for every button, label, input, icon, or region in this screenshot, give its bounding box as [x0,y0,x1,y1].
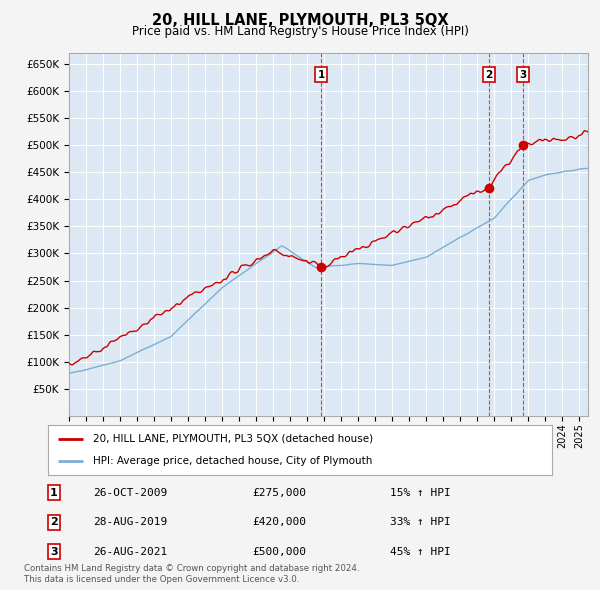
Text: 26-OCT-2009: 26-OCT-2009 [93,488,167,497]
Text: Price paid vs. HM Land Registry's House Price Index (HPI): Price paid vs. HM Land Registry's House … [131,25,469,38]
Text: 2: 2 [50,517,58,527]
Text: 45% ↑ HPI: 45% ↑ HPI [390,547,451,556]
Text: HPI: Average price, detached house, City of Plymouth: HPI: Average price, detached house, City… [94,456,373,466]
Text: 1: 1 [50,488,58,497]
Text: £420,000: £420,000 [252,517,306,527]
Text: 3: 3 [50,547,58,556]
Text: 3: 3 [519,70,526,80]
Text: 28-AUG-2019: 28-AUG-2019 [93,517,167,527]
Text: This data is licensed under the Open Government Licence v3.0.: This data is licensed under the Open Gov… [24,575,299,584]
Text: 20, HILL LANE, PLYMOUTH, PL3 5QX (detached house): 20, HILL LANE, PLYMOUTH, PL3 5QX (detach… [94,434,373,444]
Text: 15% ↑ HPI: 15% ↑ HPI [390,488,451,497]
Text: 26-AUG-2021: 26-AUG-2021 [93,547,167,556]
Text: £500,000: £500,000 [252,547,306,556]
Text: Contains HM Land Registry data © Crown copyright and database right 2024.: Contains HM Land Registry data © Crown c… [24,565,359,573]
Text: 1: 1 [317,70,325,80]
Text: 2: 2 [485,70,492,80]
Text: 20, HILL LANE, PLYMOUTH, PL3 5QX: 20, HILL LANE, PLYMOUTH, PL3 5QX [152,13,448,28]
Text: £275,000: £275,000 [252,488,306,497]
Text: 33% ↑ HPI: 33% ↑ HPI [390,517,451,527]
